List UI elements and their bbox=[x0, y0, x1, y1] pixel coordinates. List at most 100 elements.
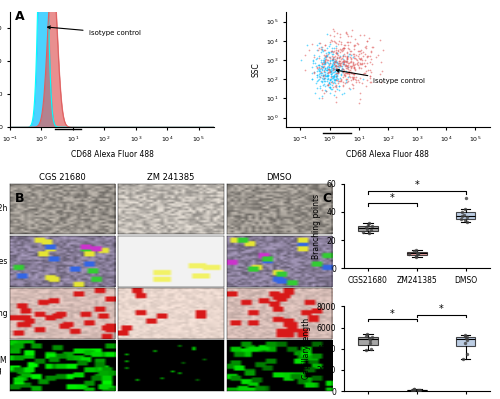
Point bbox=[462, 206, 469, 212]
Point bbox=[308, 58, 316, 65]
Point bbox=[334, 69, 342, 75]
Point bbox=[332, 44, 340, 51]
Text: Calcein-AM
Staining: Calcein-AM Staining bbox=[0, 356, 8, 375]
Point bbox=[353, 60, 361, 66]
Point bbox=[416, 387, 424, 394]
Point bbox=[329, 67, 337, 74]
Point bbox=[334, 63, 342, 70]
Point bbox=[354, 53, 362, 59]
Point bbox=[332, 57, 340, 63]
Point bbox=[358, 60, 366, 66]
Point bbox=[318, 59, 326, 66]
Point bbox=[362, 333, 370, 339]
Point bbox=[460, 211, 468, 218]
Point bbox=[344, 39, 351, 45]
Point bbox=[316, 53, 324, 59]
Point bbox=[346, 59, 354, 65]
Point bbox=[374, 52, 382, 59]
Point bbox=[341, 62, 349, 69]
Point bbox=[368, 223, 376, 229]
Point bbox=[328, 56, 336, 63]
Point bbox=[332, 66, 340, 72]
Point bbox=[462, 195, 470, 201]
Point bbox=[324, 79, 332, 86]
Point bbox=[340, 82, 347, 88]
Point bbox=[320, 57, 328, 63]
Point bbox=[326, 67, 334, 73]
Point bbox=[324, 69, 332, 75]
Point bbox=[326, 58, 334, 64]
Point bbox=[301, 52, 309, 58]
Point bbox=[297, 56, 305, 63]
Point bbox=[334, 67, 342, 73]
Point bbox=[318, 44, 326, 50]
Point bbox=[322, 73, 330, 80]
Point bbox=[463, 219, 471, 225]
Point bbox=[313, 85, 321, 91]
Point bbox=[319, 63, 327, 70]
PathPatch shape bbox=[358, 225, 378, 231]
Point bbox=[334, 70, 342, 76]
Point bbox=[364, 38, 372, 44]
Point bbox=[317, 77, 325, 84]
Y-axis label: Branching points: Branching points bbox=[312, 194, 320, 259]
Point bbox=[332, 49, 340, 56]
Point bbox=[331, 62, 339, 68]
Point bbox=[316, 64, 324, 71]
Point bbox=[356, 56, 364, 62]
Point bbox=[328, 73, 336, 80]
Point bbox=[330, 62, 338, 68]
Point bbox=[360, 69, 368, 76]
Point bbox=[326, 60, 334, 67]
Y-axis label: SSC: SSC bbox=[251, 62, 260, 77]
Point bbox=[346, 63, 354, 69]
Point bbox=[351, 36, 359, 42]
Point bbox=[350, 46, 358, 52]
Point bbox=[367, 48, 375, 54]
Point bbox=[334, 57, 342, 64]
Point bbox=[330, 65, 338, 71]
Point bbox=[316, 82, 324, 89]
Point bbox=[350, 71, 358, 77]
Point bbox=[342, 61, 350, 68]
Point bbox=[328, 65, 336, 72]
Point bbox=[340, 58, 347, 64]
Point bbox=[318, 77, 326, 84]
Y-axis label: Capillary length: Capillary length bbox=[302, 318, 311, 379]
Point bbox=[344, 46, 352, 52]
Point bbox=[322, 75, 330, 81]
Point bbox=[315, 45, 323, 51]
Point bbox=[322, 66, 330, 73]
Point bbox=[328, 54, 336, 61]
Point bbox=[342, 58, 350, 65]
Point bbox=[345, 71, 353, 77]
Point bbox=[338, 69, 346, 76]
Point bbox=[348, 69, 356, 76]
Point bbox=[328, 62, 336, 68]
Point bbox=[356, 79, 364, 85]
Point bbox=[344, 51, 352, 57]
Point bbox=[356, 100, 364, 106]
Point bbox=[336, 67, 344, 73]
Point bbox=[344, 70, 352, 76]
Point bbox=[331, 68, 339, 75]
Point bbox=[321, 72, 329, 78]
Point bbox=[367, 227, 375, 233]
Point bbox=[367, 79, 375, 85]
Point bbox=[342, 67, 350, 74]
Point bbox=[350, 65, 358, 72]
Point bbox=[326, 74, 334, 80]
Point bbox=[322, 53, 330, 59]
Point bbox=[347, 68, 355, 75]
Text: *: * bbox=[390, 308, 395, 318]
Point bbox=[340, 42, 348, 49]
PathPatch shape bbox=[358, 337, 378, 345]
Point bbox=[328, 86, 336, 93]
Point bbox=[336, 63, 344, 69]
Point bbox=[362, 53, 370, 60]
Point bbox=[325, 64, 333, 70]
Point bbox=[321, 55, 329, 62]
Point bbox=[331, 58, 339, 64]
Point bbox=[322, 67, 330, 73]
Point bbox=[353, 40, 361, 46]
